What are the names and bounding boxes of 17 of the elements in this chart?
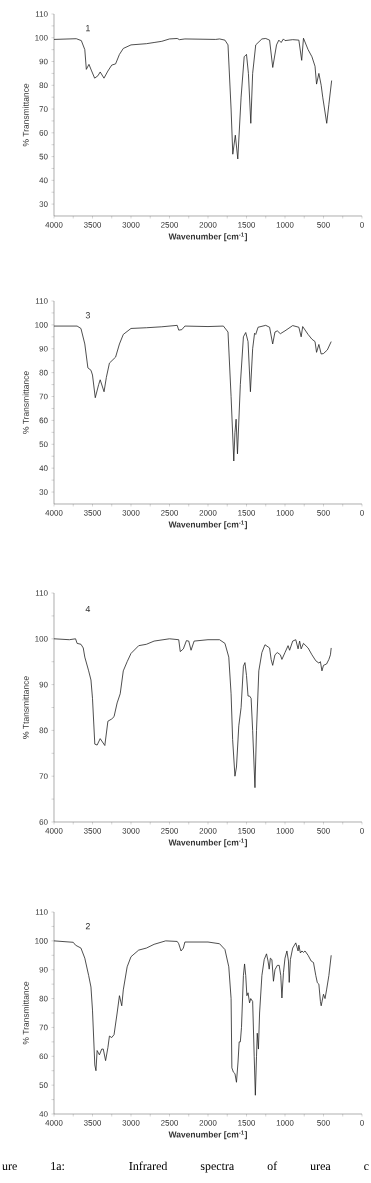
y-axis-title: % Transmittance [22,371,29,434]
line-series [53,638,332,789]
line-series [53,940,332,1096]
text: ure 1a: Infrared spectra of urea c [2,1161,369,1173]
y-axis-title: % Ttansmittance [22,676,29,739]
x-axis-title: Wavenumber [cm$^{-1}$] [168,838,247,848]
x-axis-title: Wavenumber [cm$^{-1}$] [168,1130,247,1140]
annotation: 3 [85,312,90,319]
annotation: 2 [85,923,90,930]
x-axis-title: Wavenumber [cm$^{-1}$] [168,520,247,530]
x-axis-title: Wavenumber [cm$^{-1}$] [168,232,247,242]
y-axis-title: % Transmittance [22,83,29,147]
annotation: 4 [85,605,91,613]
y-axis-title: % Transmittance [22,981,29,1045]
annotation: 1 [86,25,90,32]
line-series [53,37,333,160]
line-series [53,324,332,462]
